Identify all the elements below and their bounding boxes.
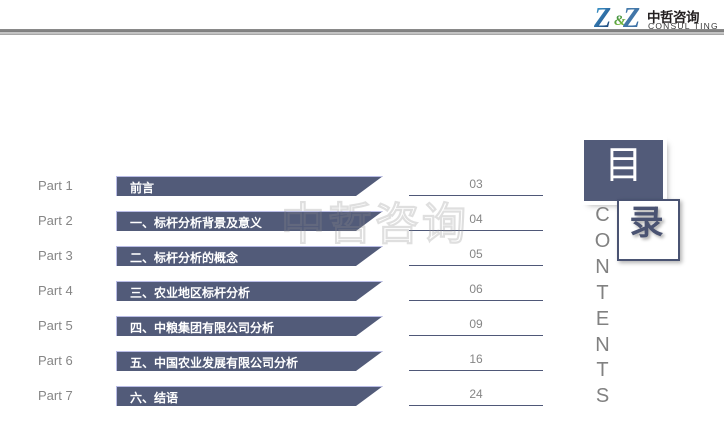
svg-text:Z: Z: [594, 4, 611, 32]
svg-text:Z: Z: [622, 4, 640, 32]
